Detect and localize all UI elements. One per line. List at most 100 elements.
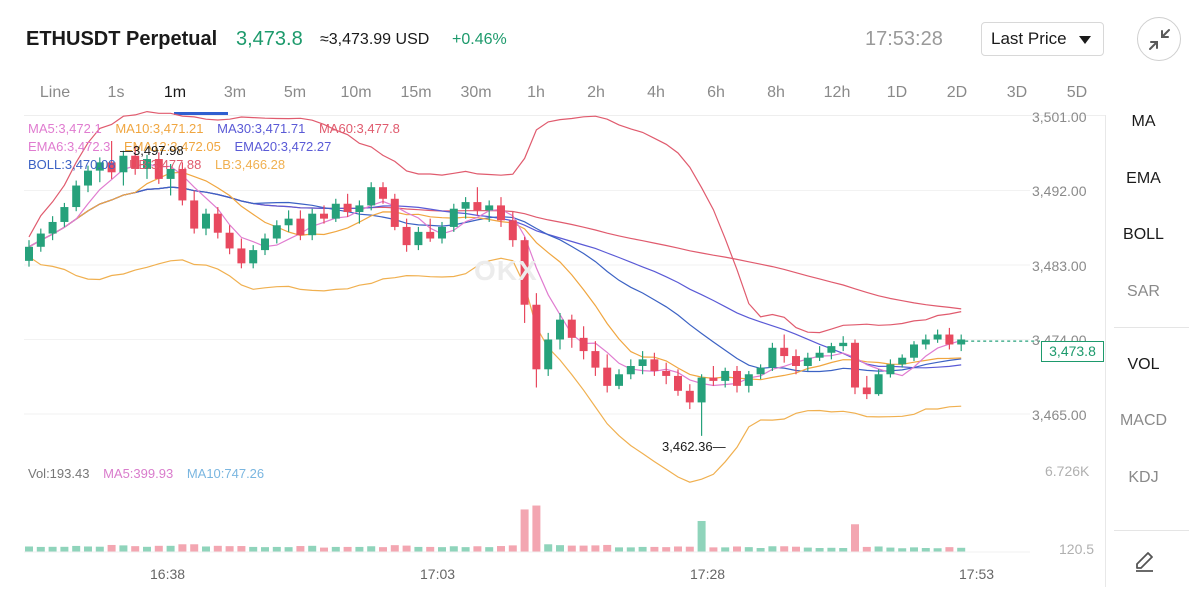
candle-body: [107, 162, 116, 173]
indicator-kdj[interactable]: KDJ: [1128, 469, 1159, 486]
tab-1m[interactable]: 1m: [163, 84, 187, 101]
candle-body: [178, 168, 187, 201]
tab-1h[interactable]: 1h: [527, 84, 545, 101]
tab-line[interactable]: Line: [39, 84, 71, 101]
draw-tool-button[interactable]: [1106, 546, 1181, 581]
candle-body: [839, 342, 848, 347]
volume-bar: [874, 546, 883, 552]
volume-bar: [933, 548, 942, 552]
volume-bar: [390, 545, 399, 552]
volume-bar: [426, 546, 435, 552]
candle-body: [414, 231, 423, 246]
chart-header: ETHUSDT Perpetual 3,473.8 ≈3,473.99 USD …: [0, 0, 1199, 78]
volume-bar: [272, 546, 281, 552]
volume-bar: [650, 546, 659, 552]
volume-legend: Vol:193.43 MA5:399.93 MA10:747.26: [28, 466, 274, 481]
tab-6h[interactable]: 6h: [707, 84, 725, 101]
tab-30m[interactable]: 30m: [460, 84, 492, 101]
candlestick-chart[interactable]: [0, 0, 1105, 587]
tab-5m[interactable]: 5m: [283, 84, 307, 101]
tab-4h[interactable]: 4h: [647, 84, 665, 101]
ub-value: UB:3,477.88: [129, 157, 202, 172]
volume-bar: [237, 546, 246, 552]
tab-1d[interactable]: 1D: [886, 84, 908, 101]
indicator-boll[interactable]: BOLL: [1123, 226, 1164, 243]
price-axis-label: 3,492.00: [1032, 183, 1087, 199]
volume-bar: [320, 547, 328, 552]
tab-12h[interactable]: 12h: [823, 84, 851, 101]
volume-bar: [95, 546, 104, 552]
candle-body: [343, 203, 352, 213]
tab-10m[interactable]: 10m: [340, 84, 372, 101]
candle-body: [862, 387, 871, 395]
candle-body: [119, 155, 128, 173]
price-type-dropdown[interactable]: Last Price: [981, 22, 1104, 56]
candle-body: [84, 170, 92, 186]
volume-bar: [898, 548, 907, 552]
tab-1s[interactable]: 1s: [107, 84, 125, 101]
candle-body: [190, 200, 199, 229]
volume-bar: [803, 547, 812, 552]
candle-body: [532, 304, 541, 370]
volume-bar: [331, 546, 340, 552]
tab-15m[interactable]: 15m: [400, 84, 432, 101]
tab-5d[interactable]: 5D: [1066, 84, 1088, 101]
indicator-macd[interactable]: MACD: [1119, 412, 1168, 429]
volume-bar: [921, 548, 930, 552]
candle-body: [721, 370, 730, 381]
volume-bar: [261, 547, 269, 552]
volume-bar: [402, 545, 411, 552]
candle-body: [308, 213, 317, 236]
indicator-vol[interactable]: VOL: [1127, 356, 1160, 373]
ma-legend: MA5:3,472.1 MA10:3,471.21 MA30:3,471.71 …: [28, 121, 410, 136]
candle-body: [461, 202, 470, 209]
candle-body: [733, 370, 741, 386]
candle-body: [60, 207, 69, 222]
volume-bar: [756, 548, 765, 552]
indicator-ma[interactable]: MA: [1131, 113, 1156, 130]
candle-body: [202, 213, 210, 229]
candle-body: [48, 221, 57, 234]
volume-bar: [178, 544, 187, 552]
tab-2d[interactable]: 2D: [946, 84, 968, 101]
candle-body: [567, 319, 576, 338]
tab-3m[interactable]: 3m: [223, 84, 247, 101]
candle-body: [697, 377, 706, 403]
vol-value: Vol:193.43: [28, 466, 90, 481]
volume-bar: [744, 547, 753, 552]
volume-bar: [473, 546, 482, 552]
volume-bar: [48, 546, 57, 552]
indicator-sar[interactable]: SAR: [1127, 283, 1160, 300]
pencil-icon: [1136, 552, 1153, 572]
volume-bar: [556, 545, 564, 552]
volume-bar: [768, 546, 777, 552]
candle-body: [685, 390, 694, 403]
volume-bar: [579, 545, 588, 552]
candle-body: [921, 339, 930, 345]
volume-bar: [591, 545, 600, 552]
candle-body: [284, 218, 293, 226]
volume-bar: [367, 546, 376, 552]
candle-body: [249, 250, 258, 264]
candle-body: [756, 367, 765, 375]
volume-bar: [662, 547, 671, 552]
candle-body: [95, 162, 104, 171]
candle-body: [485, 205, 494, 211]
volume-bar: [733, 546, 741, 552]
candle-body: [615, 374, 623, 386]
ma10-value: MA10:3,471.21: [115, 121, 204, 136]
tab-8h[interactable]: 8h: [767, 84, 785, 101]
candle-body: [426, 231, 435, 239]
volume-bar: [284, 547, 293, 552]
collapse-button[interactable]: [1137, 17, 1181, 61]
vol-ma5-value: MA5:399.93: [103, 466, 174, 481]
indicator-ema[interactable]: EMA: [1126, 170, 1161, 187]
volume-bar: [780, 546, 789, 552]
volume-axis-bottom: 120.5: [1059, 541, 1095, 557]
tab-3d[interactable]: 3D: [1006, 84, 1028, 101]
candle-body: [827, 346, 836, 353]
tab-2h[interactable]: 2h: [587, 84, 605, 101]
candle-body: [957, 339, 966, 345]
ma60-value: MA60:3,477.8: [318, 121, 400, 136]
candle-body: [874, 374, 883, 395]
